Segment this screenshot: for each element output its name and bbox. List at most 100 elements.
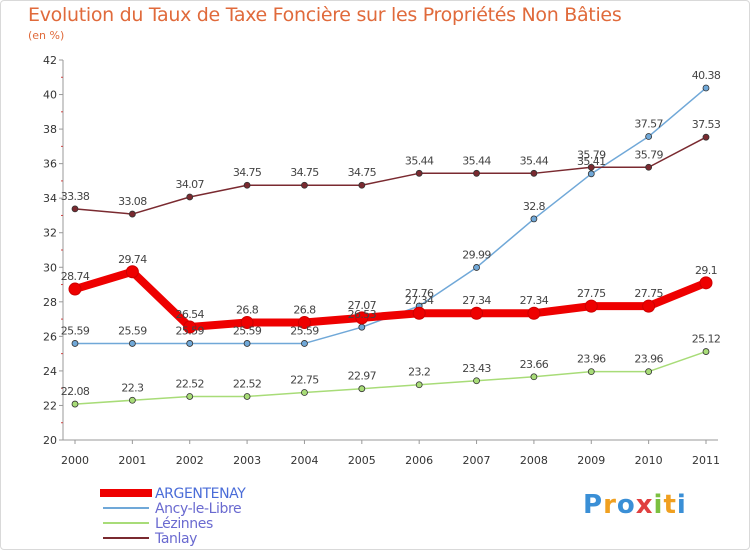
y-tick-label: 36 — [43, 158, 57, 171]
data-point — [530, 169, 538, 177]
data-label: 35.44 — [405, 154, 434, 167]
logo-letter: x — [635, 490, 654, 520]
data-label: 27.34 — [405, 294, 434, 307]
data-label: 22.52 — [233, 377, 262, 390]
data-label: 29.74 — [118, 253, 147, 266]
data-point — [240, 316, 254, 330]
logo-letter: r — [603, 490, 617, 520]
data-point — [125, 265, 139, 279]
data-point — [71, 340, 79, 347]
data-point — [71, 400, 79, 408]
x-tick-label: 2003 — [233, 454, 261, 467]
data-point — [128, 340, 136, 347]
data-point — [297, 316, 311, 330]
series-line-2 — [74, 350, 707, 405]
data-point — [186, 393, 194, 400]
data-point — [587, 163, 595, 171]
data-label: 35.79 — [634, 148, 663, 161]
data-point — [527, 306, 541, 320]
data-label: 27.34 — [462, 294, 491, 307]
data-label: 35.44 — [462, 154, 491, 167]
data-point — [530, 373, 538, 381]
x-tick-label: 2001 — [118, 454, 146, 467]
x-tick-label: 2002 — [176, 454, 204, 467]
data-point — [642, 299, 656, 313]
data-label: 37.57 — [634, 118, 663, 131]
x-tick-label: 2010 — [635, 454, 663, 467]
y-tick-label: 32 — [43, 227, 57, 240]
x-tick-label: 2008 — [520, 454, 548, 467]
data-point — [473, 169, 480, 177]
data-label: 34.75 — [290, 166, 319, 179]
y-tick-label: 26 — [43, 330, 57, 343]
y-tick-label: 38 — [43, 123, 57, 136]
y-tick-label: 22 — [43, 399, 57, 412]
data-label: 27.07 — [348, 299, 377, 312]
data-point — [412, 306, 426, 320]
x-tick-label: 2006 — [405, 454, 433, 467]
series-line-3 — [74, 136, 707, 215]
data-label: 25.59 — [118, 324, 147, 337]
data-label: 23.96 — [634, 353, 663, 366]
data-point — [243, 340, 251, 347]
logo-letter: P — [583, 490, 604, 520]
y-tick-label: 28 — [43, 296, 57, 309]
data-point — [68, 282, 82, 296]
data-point — [183, 320, 197, 334]
data-label: 35.79 — [577, 148, 606, 161]
data-label: 32.8 — [523, 200, 546, 213]
data-label: 25.59 — [61, 324, 90, 337]
data-point — [301, 340, 308, 347]
data-label: 22.97 — [348, 370, 377, 383]
data-point — [587, 170, 595, 178]
data-point — [71, 205, 79, 213]
data-point — [699, 276, 713, 290]
data-label: 22.08 — [61, 385, 90, 398]
data-label: 27.34 — [520, 294, 549, 307]
data-point — [587, 368, 595, 376]
logo-letter: i — [653, 490, 664, 520]
data-label: 22.3 — [121, 381, 144, 394]
legend-label: ARGENTENAY — [155, 486, 246, 502]
data-label: 22.75 — [290, 374, 319, 387]
y-tick-label: 30 — [43, 261, 57, 274]
data-label: 34.75 — [233, 166, 262, 179]
data-label: 23.96 — [577, 353, 606, 366]
data-label: 27.75 — [634, 287, 663, 300]
data-label: 23.43 — [462, 362, 491, 375]
data-point — [702, 348, 710, 355]
x-tick-label: 2005 — [348, 454, 376, 467]
proxiti-logo: Proxiti — [583, 490, 687, 520]
axes: 20 22 24 26 28 30 32 34 36 38 40 42 2000 2001 2002 2003… — [43, 54, 720, 467]
data-label: 26.53 — [348, 308, 377, 321]
data-label: 25.59 — [233, 324, 262, 337]
data-label: 28.74 — [61, 270, 90, 283]
data-point — [473, 377, 480, 385]
data-label: 40.38 — [692, 69, 721, 82]
data-point — [584, 299, 598, 313]
data-point — [530, 215, 538, 223]
data-point — [702, 84, 710, 92]
x-tick-label: 2000 — [61, 454, 89, 467]
data-point — [702, 133, 710, 141]
data-label: 35.44 — [520, 154, 549, 167]
legend-label: Tanlay — [154, 531, 197, 547]
data-label: 34.07 — [175, 178, 204, 191]
data-label: 22.52 — [175, 377, 204, 390]
data-point — [415, 169, 423, 177]
x-tick-label: 2004 — [290, 454, 318, 467]
data-point — [645, 163, 653, 171]
data-label: 33.08 — [118, 195, 147, 208]
data-point — [243, 181, 251, 189]
y-tick-label: 24 — [43, 365, 57, 378]
data-label: 25.12 — [692, 333, 721, 346]
data-label: 23.2 — [408, 366, 430, 379]
series-line-0 — [71, 267, 710, 332]
data-label: 29.99 — [462, 248, 491, 261]
data-point — [355, 311, 369, 325]
data-point — [186, 340, 194, 347]
data-point — [301, 389, 308, 396]
